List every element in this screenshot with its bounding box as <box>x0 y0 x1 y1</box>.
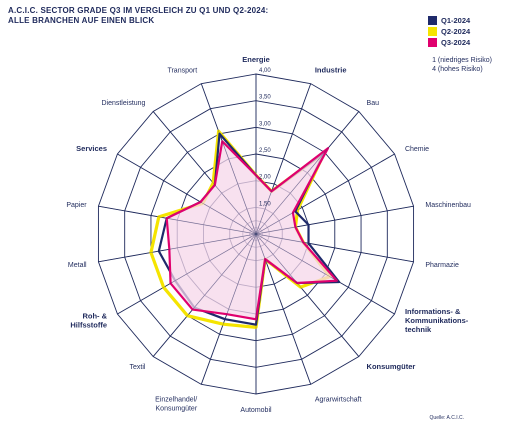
axis-label-line: technik <box>405 325 432 334</box>
axis-label-line: Energie <box>242 55 270 64</box>
axis-label-line: Metall <box>68 262 87 269</box>
legend: Q1-2024 Q2-2024 Q3-2024 <box>428 15 470 48</box>
legend-label-q1: Q1-2024 <box>441 16 471 25</box>
axis-label-line: Bau <box>367 100 380 107</box>
legend-label-q3: Q3-2024 <box>441 38 471 47</box>
axis-label-11: Textil <box>129 364 145 371</box>
grid-spoke-overlay-17 <box>201 83 257 235</box>
scale-note-high: 4 (hohes Risiko) <box>432 66 483 73</box>
axis-label-line: Konsumgüter <box>367 362 416 371</box>
axis-label-17: Transport <box>167 67 197 74</box>
legend-label-q2: Q2-2024 <box>441 27 471 36</box>
radar-series <box>98 74 414 394</box>
axis-label-line: Kommunikations- <box>405 316 469 325</box>
legend-swatch-q2 <box>428 27 437 36</box>
legend-swatch-q3 <box>428 38 437 47</box>
radar-tick-labels: 1,50 2,00 2,50 3,00 3,50 4,00 <box>259 68 271 207</box>
radar-axis-labels: Energie Industrie Bau Chemie Maschinenbau Pha… <box>66 55 471 414</box>
grid-spoke-overlay-14 <box>98 205 257 235</box>
grid-spoke-overlay-5 <box>255 233 414 263</box>
axis-label-14: Papier <box>66 202 87 209</box>
axis-label-2: Bau <box>367 100 380 107</box>
axis-label-6: Informations- & Kommunikations-technik <box>405 307 469 334</box>
grid-spoke-overlay-10 <box>201 233 257 385</box>
axis-label-5: Pharmazie <box>425 262 459 269</box>
axis-label-line: Transport <box>167 67 197 74</box>
axis-label-4: Maschinenbau <box>425 202 471 209</box>
legend-item-q2: Q2-2024 <box>428 26 470 37</box>
grid-spoke-overlay-12 <box>117 233 257 315</box>
tick-label-1: 2,00 <box>259 175 271 181</box>
title-line-1: A.C.I.C. SECTOR GRADE Q3 IM VERGLEICH ZU… <box>8 6 269 15</box>
legend-item-q1: Q1-2024 <box>428 15 470 26</box>
grid-spoke-overlay-3 <box>255 153 395 235</box>
grid-spoke-overlay-7 <box>255 233 360 357</box>
grid-spoke-overlay-13 <box>98 233 257 263</box>
axis-label-line: Konsumgüter <box>156 406 198 413</box>
axis-label-line: Dienstleistung <box>101 100 145 107</box>
axis-label-line: Roh- & <box>82 312 107 321</box>
axis-label-10: Einzelhandel/Konsumgüter <box>155 397 198 413</box>
axis-label-9: Automobil <box>240 407 272 414</box>
scale-note-low: 1 (niedriges Risiko) <box>432 57 492 64</box>
tick-label-5: 4,00 <box>259 68 271 74</box>
axis-label-16: Dienstleistung <box>101 100 145 107</box>
tick-label-2: 2,50 <box>259 148 271 154</box>
axis-label-line: Textil <box>129 364 145 371</box>
axis-label-line: Einzelhandel/ <box>155 397 197 404</box>
grid-spoke-overlay-8 <box>255 233 311 385</box>
grid-spoke-overlay-11 <box>152 233 257 357</box>
axis-label-line: Services <box>76 144 107 153</box>
legend-swatch-q1 <box>428 16 437 25</box>
axis-label-12: Roh- & Hilfsstoffe <box>70 312 107 330</box>
chart-title: A.C.I.C. SECTOR GRADE Q3 IM VERGLEICH ZU… <box>8 6 268 26</box>
axis-label-0: Energie <box>242 55 270 64</box>
axis-label-1: Industrie <box>315 65 347 74</box>
axis-label-line: Automobil <box>240 407 272 414</box>
axis-label-line: Chemie <box>405 146 429 153</box>
axis-label-7: Konsumgüter <box>367 362 416 371</box>
grid-spoke-overlay-15 <box>117 153 257 235</box>
grid-spoke-overlay-2 <box>255 111 360 235</box>
grid-spoke-overlay-1 <box>255 83 311 235</box>
axis-label-line: Agrarwirtschaft <box>315 397 362 404</box>
axis-label-line: Hilfsstoffe <box>70 321 107 330</box>
axis-label-line: Papier <box>66 202 87 209</box>
scale-note: 1 (niedriges Risiko) 4 (hohes Risiko) <box>432 56 492 74</box>
axis-label-8: Agrarwirtschaft <box>315 397 362 404</box>
tick-label-0: 1,50 <box>259 201 271 207</box>
axis-label-line: Pharmazie <box>425 262 459 269</box>
axis-label-13: Metall <box>68 262 87 269</box>
axis-label-line: Industrie <box>315 65 347 74</box>
grid-spoke-overlay-6 <box>255 233 395 315</box>
grid-spoke-overlay-4 <box>255 205 414 235</box>
source-note: Quelle: A.C.I.C. <box>429 415 464 421</box>
legend-item-q3: Q3-2024 <box>428 37 470 48</box>
axis-label-3: Chemie <box>405 146 429 153</box>
axis-label-line: Maschinenbau <box>425 202 471 209</box>
tick-label-3: 3,00 <box>259 121 271 127</box>
grid-spoke-overlay-16 <box>152 111 257 235</box>
title-line-2: ALLE BRANCHEN AUF EINEN BLICK <box>8 16 155 25</box>
axis-label-line: Informations- & <box>405 307 461 316</box>
axis-label-15: Services <box>76 144 107 153</box>
tick-label-4: 3,50 <box>259 95 271 101</box>
